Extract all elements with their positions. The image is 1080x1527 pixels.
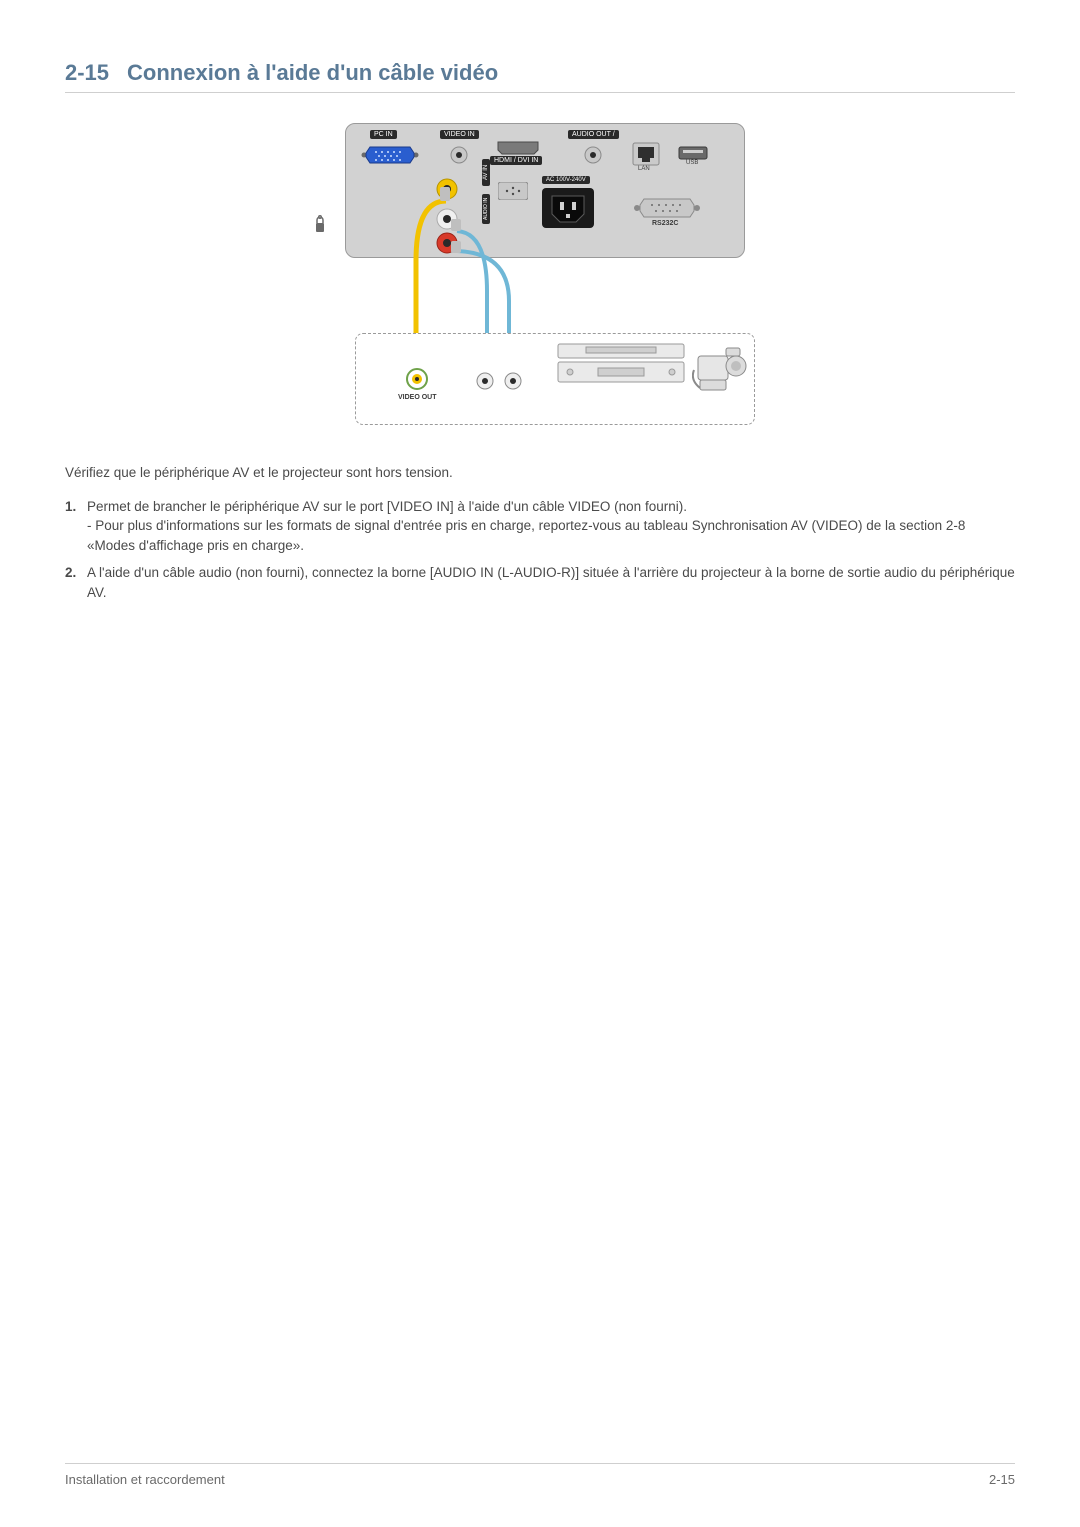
section-heading: 2-15 Connexion à l'aide d'un câble vidéo	[65, 60, 1015, 86]
label-video-out: VIDEO OUT	[398, 394, 437, 401]
connection-diagram: PC IN VIDEO IN AUDIO OUT /	[305, 123, 775, 433]
footer-left: Installation et raccordement	[65, 1472, 225, 1487]
step-1: Permet de brancher le périphérique AV su…	[65, 497, 1015, 556]
step-2: A l'aide d'un câble audio (non fourni), …	[65, 563, 1015, 602]
step-1-sub: - Pour plus d'informations sur les forma…	[87, 518, 965, 553]
page: 2-15Connexion à l'aide d'un câble vidéo …	[0, 0, 1080, 1527]
diagram-container: PC IN VIDEO IN AUDIO OUT /	[65, 123, 1015, 433]
device-rca-white-icon	[476, 372, 494, 390]
intro-paragraph: Vérifiez que le périphérique AV et le pr…	[65, 463, 1015, 483]
camcorder-icon	[692, 340, 752, 396]
heading-title: Connexion à l'aide d'un câble vidéo	[127, 60, 498, 85]
footer-right: 2-15	[989, 1472, 1015, 1487]
dvd-player-icon	[556, 342, 686, 386]
av-device-box: VIDEO OUT	[355, 333, 755, 425]
step-1-main: Permet de brancher le périphérique AV su…	[87, 499, 687, 514]
steps-list: Permet de brancher le périphérique AV su…	[65, 497, 1015, 603]
heading-number: 2-15	[65, 60, 109, 85]
device-rca-red-icon	[504, 372, 522, 390]
device-rca-yellow-icon	[406, 368, 428, 390]
step-2-main: A l'aide d'un câble audio (non fourni), …	[87, 565, 1015, 600]
heading-row: 2-15 Connexion à l'aide d'un câble vidéo	[65, 60, 1015, 93]
page-footer: Installation et raccordement 2-15	[65, 1463, 1015, 1487]
